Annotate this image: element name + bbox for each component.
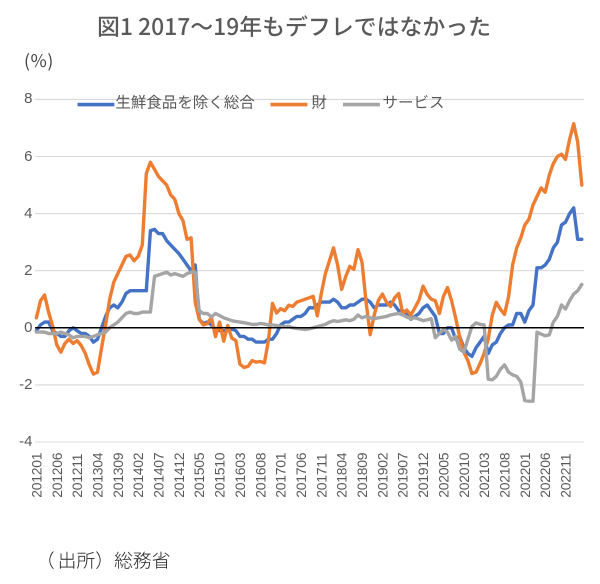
svg-text:201902: 201902 (374, 452, 390, 497)
svg-text:201907: 201907 (395, 452, 411, 497)
svg-text:202108: 202108 (497, 452, 513, 497)
svg-text:202211: 202211 (558, 453, 574, 497)
svg-text:201809: 201809 (354, 452, 370, 497)
svg-text:201706: 201706 (293, 452, 309, 497)
svg-text:202206: 202206 (537, 452, 553, 497)
svg-text:202010: 202010 (456, 452, 472, 497)
svg-text:202005: 202005 (435, 452, 451, 497)
svg-text:201608: 201608 (252, 452, 268, 497)
svg-text:201309: 201309 (110, 452, 126, 497)
svg-text:202201: 202201 (517, 452, 533, 497)
svg-text:201211: 201211 (69, 453, 85, 497)
svg-text:201407: 201407 (151, 452, 167, 497)
svg-text:201402: 201402 (130, 452, 146, 497)
svg-text:201412: 201412 (171, 452, 187, 497)
svg-text:201701: 201701 (273, 452, 289, 497)
svg-text:201603: 201603 (232, 452, 248, 497)
svg-text:201505: 201505 (191, 452, 207, 497)
svg-text:201912: 201912 (415, 452, 431, 497)
svg-text:201711: 201711 (313, 453, 329, 497)
svg-text:202103: 202103 (476, 452, 492, 497)
svg-text:201510: 201510 (212, 452, 228, 497)
svg-text:201206: 201206 (49, 452, 65, 497)
svg-text:201804: 201804 (334, 452, 350, 497)
svg-text:201304: 201304 (90, 452, 106, 497)
svg-text:201201: 201201 (28, 452, 44, 497)
